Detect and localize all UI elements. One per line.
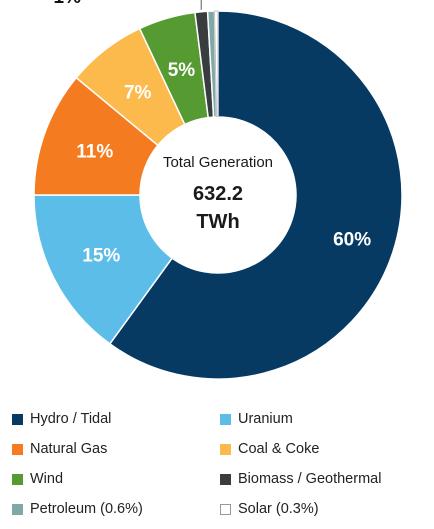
legend-row: Natural Gas Coal & Coke: [12, 434, 432, 464]
center-title: Total Generation: [163, 154, 273, 171]
legend: Hydro / Tidal Uranium Natural Gas Coal &…: [12, 404, 432, 524]
center-total-value: 632.2: [193, 183, 243, 205]
slices-layer: [33, 10, 403, 380]
legend-swatch: [220, 443, 231, 455]
legend-swatch: [12, 413, 23, 425]
legend-label: Petroleum (0.6%): [30, 501, 143, 517]
legend-item-coal-coke: Coal & Coke: [220, 441, 319, 457]
slice-label-biomass-geothermal: 1%: [54, 0, 82, 8]
legend-item-wind: Wind: [12, 471, 220, 487]
slice-label-wind: 5%: [168, 60, 196, 81]
legend-label: Wind: [30, 471, 64, 487]
legend-row: Petroleum (0.6%) Solar (0.3%): [12, 494, 432, 524]
slice-label-uranium: 15%: [82, 245, 120, 266]
legend-swatch: [12, 473, 23, 485]
legend-row: Hydro / Tidal Uranium: [12, 404, 432, 434]
labels-layer: 60% 15% 11% 7% 5% 1%: [54, 0, 371, 266]
legend-swatch: [12, 443, 23, 455]
donut-hole: [140, 117, 296, 273]
legend-item-solar: Solar (0.3%): [220, 501, 319, 517]
legend-swatch: [220, 413, 231, 425]
legend-label: Solar (0.3%): [238, 501, 319, 517]
legend-item-uranium: Uranium: [220, 411, 293, 427]
slice-hydro-tidal: [108, 10, 403, 380]
slice-label-natural-gas: 11%: [76, 142, 113, 163]
legend-swatch: [220, 473, 231, 485]
legend-item-petroleum: Petroleum (0.6%): [12, 501, 220, 517]
legend-label: Biomass / Geothermal: [238, 471, 382, 487]
legend-swatch: [12, 503, 23, 515]
legend-label: Natural Gas: [30, 441, 108, 457]
center-total-unit: TWh: [196, 211, 239, 233]
legend-label: Coal & Coke: [238, 441, 320, 457]
legend-item-hydro-tidal: Hydro / Tidal: [12, 411, 220, 427]
legend-label: Hydro / Tidal: [30, 411, 112, 427]
donut-chart: 60% 15% 11% 7% 5% 1% Total Generation 632.2 T…: [33, 0, 403, 380]
callout-leader-line: [200, 0, 202, 10]
legend-item-biomass-geothermal: Biomass / Geothermal: [220, 471, 381, 487]
legend-item-natural-gas: Natural Gas: [12, 441, 220, 457]
legend-swatch: [220, 503, 231, 515]
slice-label-hydro-tidal: 60%: [333, 230, 371, 251]
legend-row: Wind Biomass / Geothermal: [12, 464, 432, 494]
legend-label: Uranium: [238, 411, 293, 427]
slice-label-coal-coke: 7%: [124, 82, 152, 103]
